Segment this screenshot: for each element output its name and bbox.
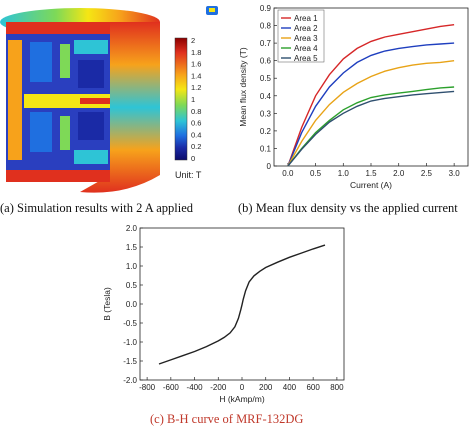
y-tick-label: 0.2 <box>260 127 272 136</box>
y-tick-label: 0.8 <box>260 22 272 31</box>
legend-label: Area 4 <box>294 44 318 53</box>
y-tick-label: 1.0 <box>126 262 138 271</box>
y-tick-label: 0 <box>267 162 272 171</box>
colorbar-tick-label: 1.2 <box>191 83 201 92</box>
y-tick-label: 0.6 <box>260 57 272 66</box>
colorbar <box>174 37 188 161</box>
y-tick-label: -1.0 <box>123 338 137 347</box>
y-tick-label: 0.5 <box>260 74 272 83</box>
y-tick-label: 0.5 <box>126 281 138 290</box>
colorbar-tick-label: 2 <box>191 36 195 45</box>
colorbar-tick-label: 1.8 <box>191 48 201 57</box>
colorbar-tick-label: 0.4 <box>191 130 201 139</box>
x-tick-label: -600 <box>163 383 180 392</box>
x-tick-label: 2.0 <box>393 169 405 178</box>
x-tick-label: 200 <box>259 383 273 392</box>
x-tick-label: 1.5 <box>365 169 377 178</box>
series-line <box>287 86 455 167</box>
y-axis-label: Mean flux density (T) <box>238 47 248 127</box>
caption-a: (a) Simulation results with 2 A applied <box>0 201 194 215</box>
colorbar-unit-label: Unit: T <box>175 170 202 180</box>
x-tick-label: 400 <box>283 383 297 392</box>
y-tick-label: 0.1 <box>260 144 272 153</box>
x-axis-label: Current (A) <box>350 180 392 190</box>
x-tick-label: 3.0 <box>449 169 461 178</box>
y-tick-label: 0.4 <box>260 92 272 101</box>
caption-b: (b) Mean flux density vs the applied cur… <box>238 201 458 215</box>
bh-chart-panel: -800 -600 -400 -200 0 200 400 600 800 2.0 1.5 1.0 0.… <box>100 212 350 430</box>
colorbar-tick-label: 1.6 <box>191 60 201 69</box>
x-tick-label: -800 <box>139 383 156 392</box>
series-line <box>287 24 455 167</box>
flux-density-chart: 0.0 0.5 1.0 1.5 2.0 2.5 3.0 0 0.1 0.2 0.3 0.4 0.5 0.6… <box>238 4 469 190</box>
flux-chart-panel: 0.0 0.5 1.0 1.5 2.0 2.5 3.0 0 0.1 0.2 0.3 0.4 0.5 0.6… <box>236 0 474 200</box>
series-line <box>158 244 326 365</box>
colorbar-tick-label: 0.8 <box>191 107 201 116</box>
caption-c: (c) B-H curve of MRF-132DG <box>150 412 304 426</box>
y-tick-label: -1.5 <box>123 357 137 366</box>
colorbar-tick-label: 0.6 <box>191 119 201 128</box>
colorbar-ticks: 2 1.8 1.6 1.4 1.2 1 0.8 0.6 0.4 0.2 0 <box>191 36 201 163</box>
x-tick-label: 0.5 <box>310 169 322 178</box>
y-tick-label: -0.5 <box>123 319 137 328</box>
colorbar-tick-label: 1 <box>191 95 195 104</box>
colorbar-tick-label: 1.4 <box>191 71 201 80</box>
x-tick-label: -400 <box>187 383 204 392</box>
x-tick-label: 1.0 <box>338 169 350 178</box>
y-tick-label: 0.0 <box>126 300 138 309</box>
y-axis-label: B (Tesla) <box>102 287 112 321</box>
y-tick-label: 0.3 <box>260 109 272 118</box>
legend-label: Area 1 <box>294 14 318 23</box>
cylinder-shell <box>80 22 160 193</box>
y-tick-label: 0.7 <box>260 39 272 48</box>
y-tick-label: -2.0 <box>123 376 137 385</box>
simulation-panel: 2 1.8 1.6 1.4 1.2 1 0.8 0.6 0.4 0.2 0 Unit: T <box>0 0 240 200</box>
y-tick-label: 2.0 <box>126 224 138 233</box>
series-line <box>287 60 455 167</box>
simulation-figure: 2 1.8 1.6 1.4 1.2 1 0.8 0.6 0.4 0.2 0 Unit: T <box>0 6 218 193</box>
series-line <box>287 90 455 167</box>
y-tick-label: 0.9 <box>260 4 272 13</box>
legend-label: Area 2 <box>294 24 318 33</box>
series-line <box>287 42 455 167</box>
x-tick-label: -200 <box>210 383 227 392</box>
legend-label: Area 3 <box>294 34 318 43</box>
x-tick-label: 2.5 <box>421 169 433 178</box>
colorbar-tick-label: 0.2 <box>191 142 201 151</box>
x-tick-label: 0.0 <box>282 169 294 178</box>
colorbar-tick-label: 0 <box>191 154 195 163</box>
x-tick-label: 600 <box>306 383 320 392</box>
bh-curve-chart: -800 -600 -400 -200 0 200 400 600 800 2.0 1.5 1.0 0.… <box>102 224 345 404</box>
legend-label: Area 5 <box>294 54 318 63</box>
x-tick-label: 0 <box>240 383 245 392</box>
y-tick-label: 1.5 <box>126 243 138 252</box>
x-axis-label: H (kAmp/m) <box>219 394 265 404</box>
x-tick-label: 800 <box>330 383 344 392</box>
